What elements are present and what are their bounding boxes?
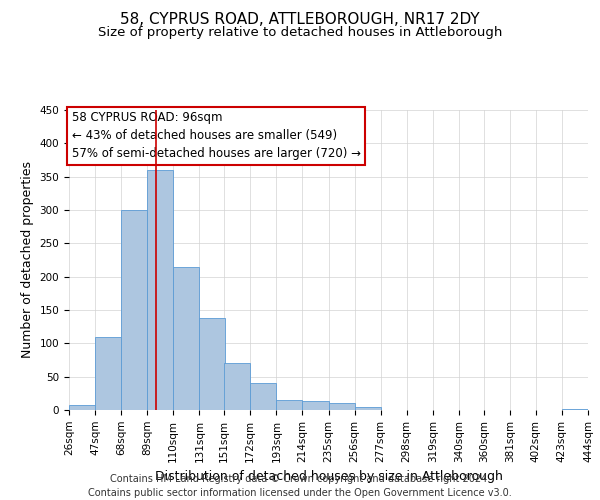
Text: 58, CYPRUS ROAD, ATTLEBOROUGH, NR17 2DY: 58, CYPRUS ROAD, ATTLEBOROUGH, NR17 2DY bbox=[120, 12, 480, 28]
Text: Contains HM Land Registry data © Crown copyright and database right 2024.
Contai: Contains HM Land Registry data © Crown c… bbox=[88, 474, 512, 498]
Bar bbox=[199, 318, 226, 410]
X-axis label: Distribution of detached houses by size in Attleborough: Distribution of detached houses by size … bbox=[155, 470, 502, 483]
Bar bbox=[147, 170, 173, 410]
Y-axis label: Number of detached properties: Number of detached properties bbox=[21, 162, 34, 358]
Bar bbox=[121, 210, 147, 410]
Bar bbox=[69, 404, 95, 410]
Text: 58 CYPRUS ROAD: 96sqm
← 43% of detached houses are smaller (549)
57% of semi-det: 58 CYPRUS ROAD: 96sqm ← 43% of detached … bbox=[71, 112, 361, 160]
Bar bbox=[562, 408, 588, 410]
Bar bbox=[302, 402, 329, 410]
Bar bbox=[173, 266, 199, 410]
Bar bbox=[224, 364, 250, 410]
Bar bbox=[277, 400, 302, 410]
Bar bbox=[95, 336, 121, 410]
Bar bbox=[355, 406, 380, 410]
Text: Size of property relative to detached houses in Attleborough: Size of property relative to detached ho… bbox=[98, 26, 502, 39]
Bar bbox=[250, 384, 277, 410]
Bar bbox=[329, 402, 355, 410]
